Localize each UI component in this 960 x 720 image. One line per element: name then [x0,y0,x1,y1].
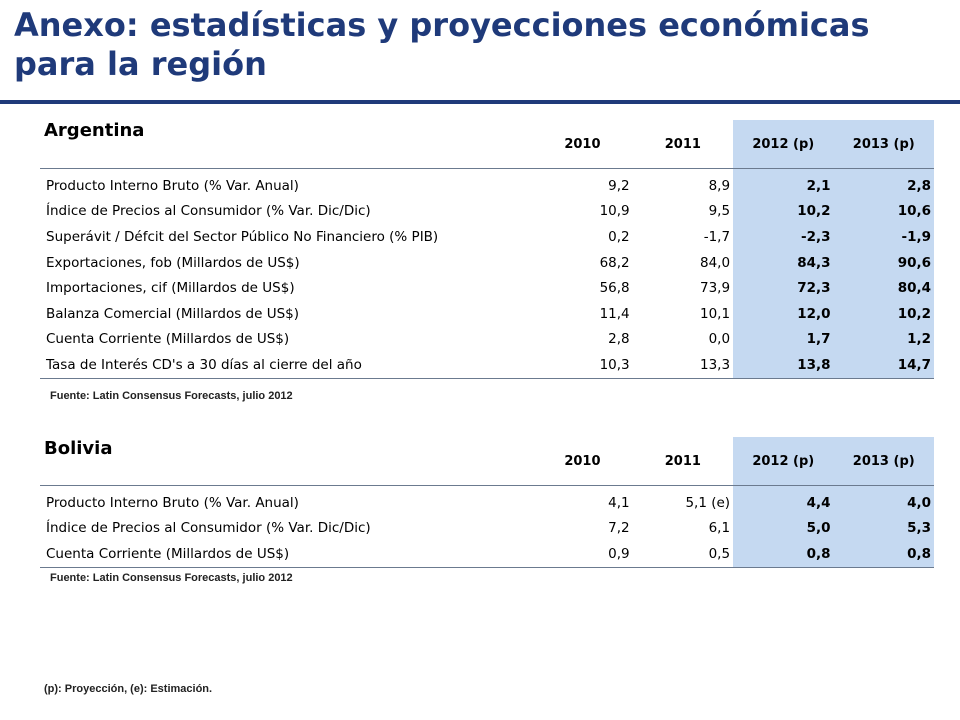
bolivia-table: 2010 2011 2012 (p) 2013 (p) Producto Int… [40,437,934,568]
row-label: Exportaciones, fob (Millardos de US$) [46,254,300,271]
header-year-2012: 2012 (p) [733,437,834,486]
value-cell: 84,3 [733,249,834,276]
value-cell: 2,8 [608,331,630,348]
table-row: Superávit / Défcit del Sector Público No… [40,224,934,250]
table-header-row: 2010 2011 2012 (p) 2013 (p) [40,120,934,169]
value-cell: 4,0 [833,485,934,516]
row-label: Cuenta Corriente (Millardos de US$) [40,541,533,568]
value-cell: 10,2 [833,300,934,327]
value-cell: 68,2 [599,254,630,271]
header-year-2012: 2012 (p) [733,120,834,169]
value-cell: 0,2 [608,228,630,245]
value-cell: 10,2 [733,198,834,225]
value-cell: 11,4 [599,305,630,322]
value-cell: 1,2 [833,326,934,353]
value-cell: 84,0 [700,254,731,271]
table-row: Cuenta Corriente (Millardos de US$) 2,8 0,… [40,326,934,353]
value-cell: 4,1 [608,494,630,511]
table-row: Producto Interno Bruto (% Var. Anual) 4,1… [40,485,934,516]
value-cell: 2,1 [733,168,834,199]
row-label: Balanza Comercial (Millardos de US$) [46,305,300,322]
value-cell: 72,3 [733,275,834,301]
value-cell: 9,2 [608,177,630,194]
table-row: Índice de Precios al Consumidor (% Var. … [40,198,934,225]
row-label: Índice de Precios al Consumidor (% Var. … [46,203,371,220]
value-cell: -1,7 [703,228,731,245]
row-label: Producto Interno Bruto (% Var. Anual) [46,494,299,511]
value-cell: 0,8 [833,541,934,568]
argentina-table: 2010 2011 2012 (p) 2013 (p) Producto Int… [40,120,934,379]
header-year-2011: 2011 [632,437,734,486]
value-cell: 13,3 [632,352,734,379]
value-cell: 56,8 [599,280,630,297]
row-label: Tasa de Interés CD's a 30 días al cierre… [40,352,533,379]
value-cell: 80,4 [833,275,934,301]
value-cell: 5,1 (e) [685,494,731,511]
header-year-2013: 2013 (p) [833,120,934,169]
bolivia-source-note: Fuente: Latin Consensus Forecasts, julio… [50,572,293,584]
row-label: Índice de Precios al Consumidor (% Var. … [46,520,371,537]
value-cell: 12,0 [733,300,834,327]
table-row: Exportaciones, fob (Millardos de US$) 68,… [40,249,934,276]
value-cell: -2,3 [733,224,834,250]
value-cell: 13,8 [733,352,834,379]
title-divider [0,100,960,104]
value-cell: 73,9 [700,280,731,297]
value-cell: 4,4 [733,485,834,516]
value-cell: 9,5 [708,203,731,220]
value-cell: 6,1 [708,520,731,537]
table-row: Balanza Comercial (Millardos de US$) 11,4… [40,300,934,327]
value-cell: 5,3 [833,515,934,542]
value-cell: 7,2 [608,520,630,537]
value-cell: 10,6 [833,198,934,225]
value-cell: 1,7 [733,326,834,353]
table-row: Producto Interno Bruto (% Var. Anual) 9,2… [40,168,934,199]
header-year-2013: 2013 (p) [833,437,934,486]
value-cell: 10,3 [532,352,633,379]
value-cell: 5,0 [733,515,834,542]
table-row: Cuenta Corriente (Millardos de US$) 0,9 0,… [40,541,934,568]
value-cell: 8,9 [708,177,731,194]
page-title: Anexo: estadísticas y proyecciones econó… [14,6,870,83]
header-label-cell [40,437,533,486]
value-cell: 90,6 [833,249,934,276]
value-cell: 10,1 [700,305,731,322]
value-cell: 2,8 [833,168,934,199]
table-header-row: 2010 2011 2012 (p) 2013 (p) [40,437,934,486]
value-cell: 0,5 [632,541,734,568]
row-label: Importaciones, cif (Millardos de US$) [46,280,295,297]
footnote: (p): Proyección, (e): Estimación. [44,683,213,695]
table-row: Tasa de Interés CD's a 30 días al cierre… [40,352,934,379]
value-cell: 0,9 [532,541,633,568]
row-label: Cuenta Corriente (Millardos de US$) [46,331,290,348]
argentina-source-note: Fuente: Latin Consensus Forecasts, julio… [50,390,293,402]
value-cell: 14,7 [833,352,934,379]
row-label: Superávit / Défcit del Sector Público No… [46,228,439,245]
header-year-2010: 2010 [532,120,633,169]
header-year-2011: 2011 [632,120,734,169]
value-cell: 0,8 [733,541,834,568]
header-label-cell [40,120,533,169]
table-row: Índice de Precios al Consumidor (% Var. … [40,515,934,542]
header-year-2010: 2010 [532,437,633,486]
value-cell: 0,0 [708,331,731,348]
value-cell: -1,9 [833,224,934,250]
row-label: Producto Interno Bruto (% Var. Anual) [46,177,299,194]
table-row: Importaciones, cif (Millardos de US$) 56,… [40,275,934,301]
value-cell: 10,9 [599,203,630,220]
